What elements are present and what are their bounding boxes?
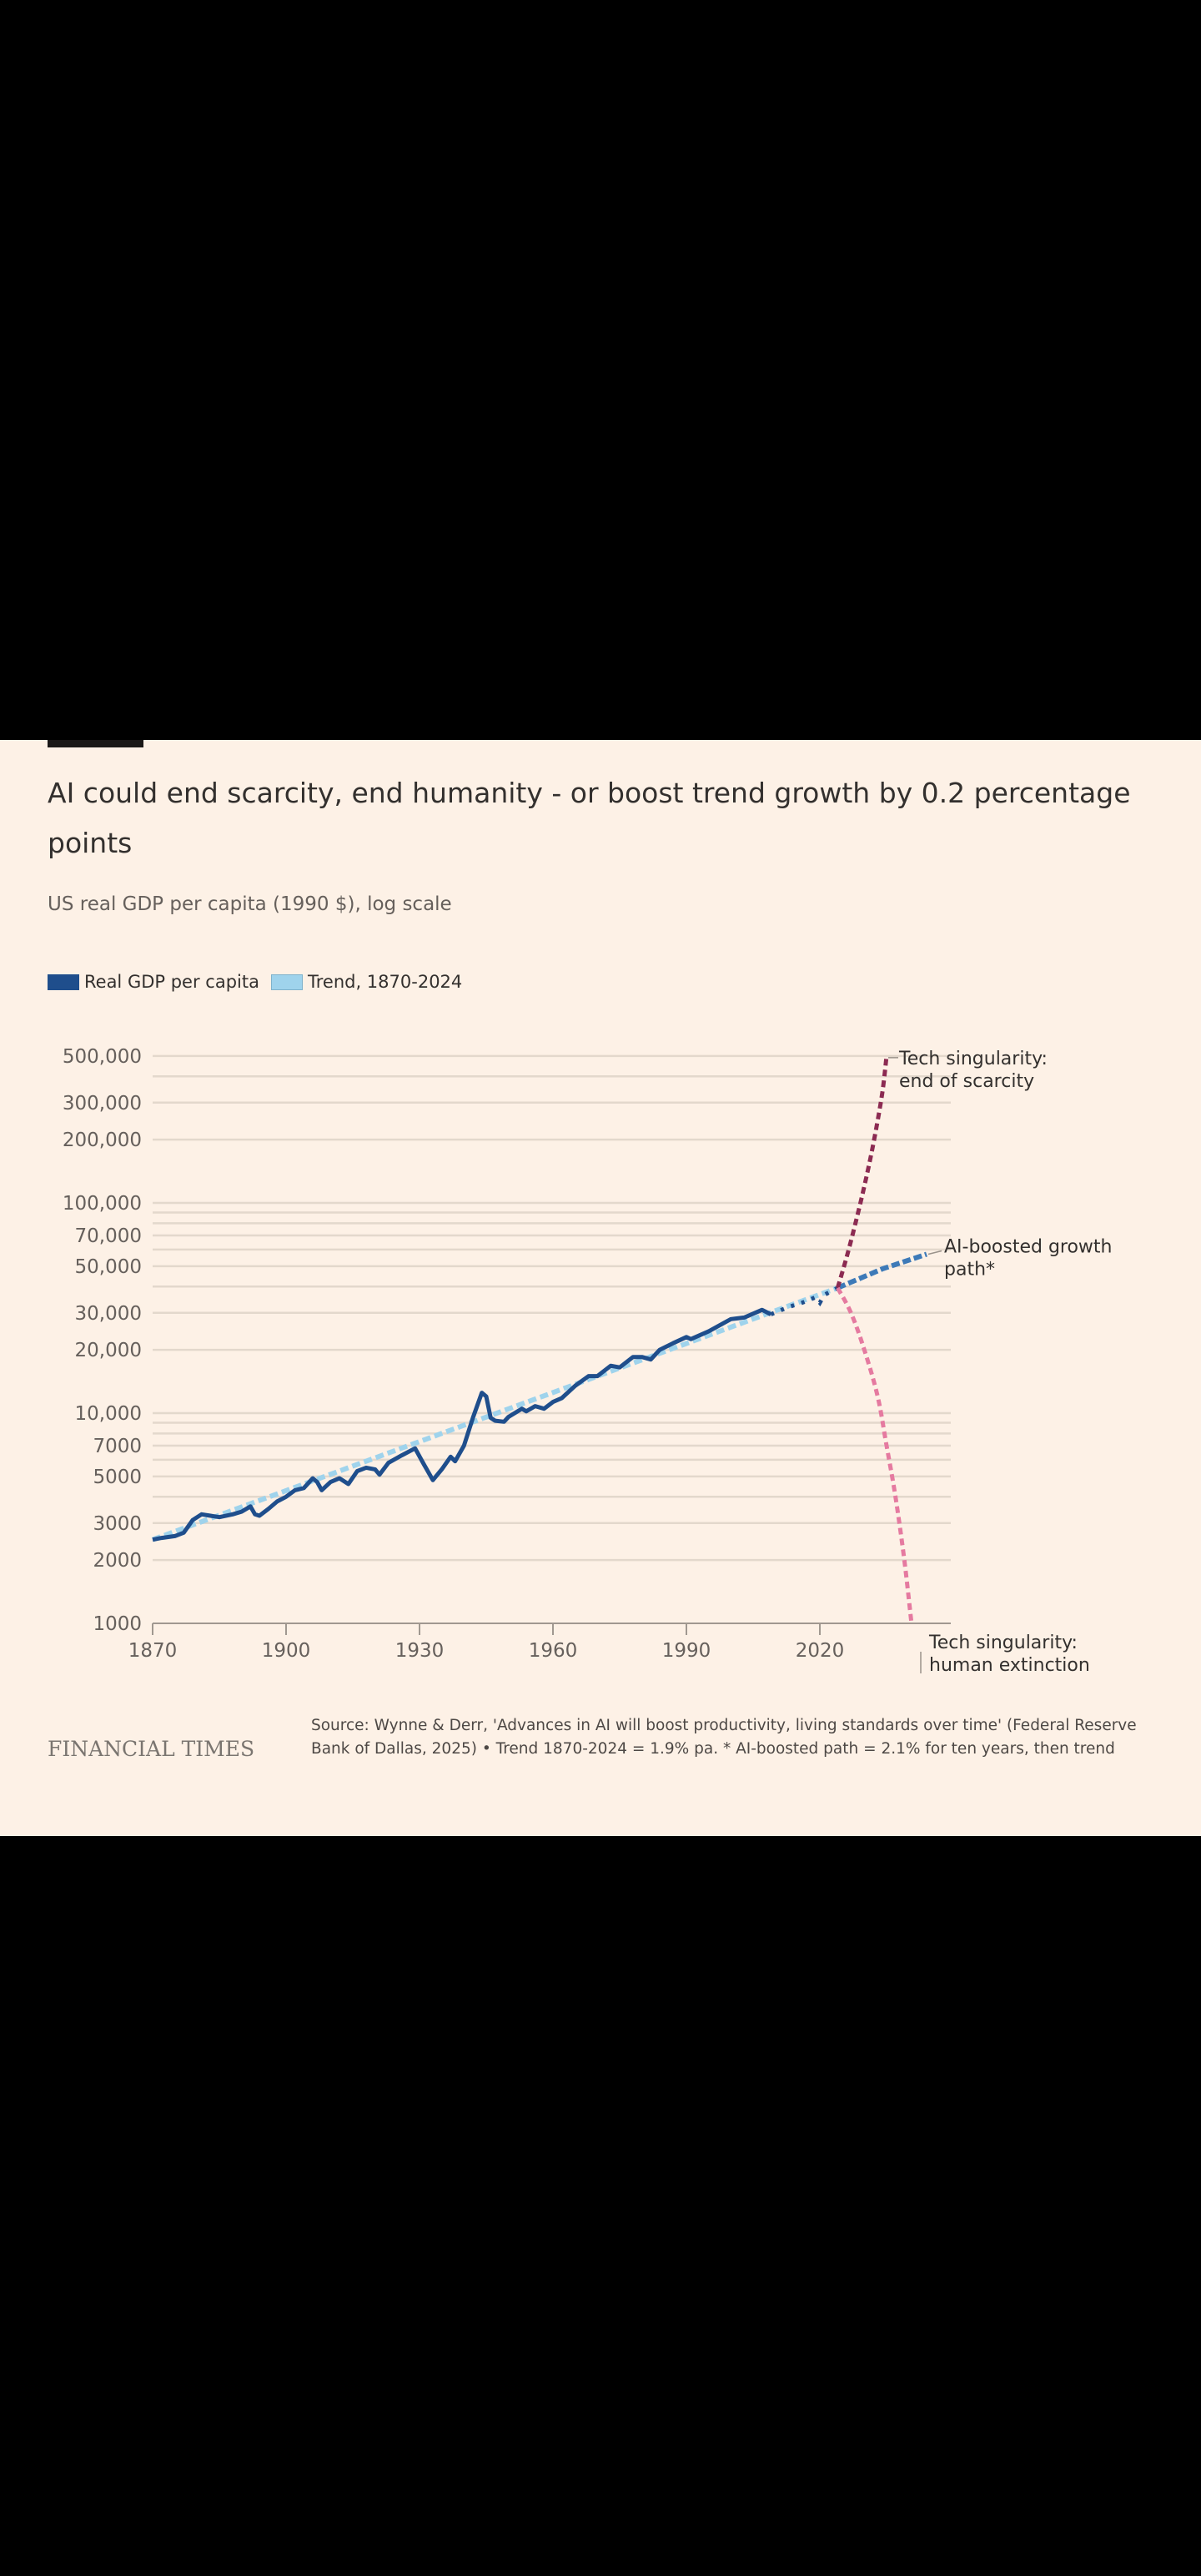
x-tick-label: 1930 xyxy=(395,1640,445,1662)
annotation-human-extinction-line: Tech singularity: xyxy=(928,1633,1078,1653)
y-tick-label: 30,000 xyxy=(75,1303,142,1325)
x-tick-label: 1870 xyxy=(128,1640,178,1662)
y-tick-label: 20,000 xyxy=(75,1340,142,1361)
chart-svg: 500,000 300,000 200,000 100,000 70,000 50,000… xyxy=(63,1046,1113,1676)
series-human-extinction xyxy=(836,1286,914,1624)
top-accent-bar xyxy=(48,740,143,747)
legend-swatch-trend xyxy=(270,974,303,990)
y-tick-label: 7000 xyxy=(93,1436,142,1457)
legend-label-trend: Trend, 1870-2024 xyxy=(307,972,463,992)
annotation-ai-boosted: AI-boosted growth path* xyxy=(944,1237,1113,1280)
legend-swatch-gdp xyxy=(48,974,79,990)
x-axis: 1870 1900 1930 1960 1990 2020 xyxy=(128,1623,951,1662)
y-tick-label: 2000 xyxy=(93,1550,142,1572)
y-tick-label: 70,000 xyxy=(75,1225,142,1247)
series-real-gdp xyxy=(152,1307,772,1542)
y-tick-label: 500,000 xyxy=(63,1046,142,1068)
legend-label-gdp: Real GDP per capita xyxy=(84,972,259,992)
annotation-ai-boosted-line: path* xyxy=(944,1260,995,1280)
y-tick-label: 10,000 xyxy=(75,1403,142,1425)
series-lines xyxy=(151,1055,927,1624)
annotation-human-extinction-line: human extinction xyxy=(929,1655,1090,1676)
annotation-end-of-scarcity-line: end of scarcity xyxy=(899,1071,1034,1092)
series-trend xyxy=(151,1285,839,1542)
chart-subtitle: US real GDP per capita (1990 $), log sca… xyxy=(48,893,452,915)
y-tick-label: 300,000 xyxy=(63,1093,142,1114)
annotation-leader-ai xyxy=(927,1250,942,1255)
y-tick-label: 50,000 xyxy=(75,1256,142,1278)
source-note: Source: Wynne & Derr, 'Advances in AI wi… xyxy=(311,1717,1137,1758)
annotation-end-of-scarcity-line: Tech singularity: xyxy=(898,1049,1048,1069)
x-tick-label: 1900 xyxy=(262,1640,311,1662)
chart-title: AI could end scarcity, end humanity - or… xyxy=(48,777,1131,859)
y-axis-ticks: 500,000 300,000 200,000 100,000 70,000 50,000… xyxy=(63,1046,142,1635)
annotations: Tech singularity: end of scarcityAI-boost… xyxy=(888,1049,1113,1676)
annotation-human-extinction: Tech singularity: human extinction xyxy=(928,1633,1090,1676)
series-ai-boosted xyxy=(837,1251,927,1291)
y-tick-label: 1000 xyxy=(93,1613,142,1635)
annotation-end-of-scarcity: Tech singularity: end of scarcity xyxy=(898,1049,1048,1092)
x-tick-label: 2020 xyxy=(796,1640,845,1662)
legend-item-trend: Trend, 1870-2024 xyxy=(270,972,463,992)
ft-logo: FINANCIAL TIMES xyxy=(48,1737,255,1761)
y-tick-label: 5000 xyxy=(93,1467,142,1488)
y-tick-label: 3000 xyxy=(93,1513,142,1535)
annotation-ai-boosted-line: AI-boosted growth xyxy=(944,1237,1113,1258)
legend: Real GDP per capita Trend, 1870-2024 xyxy=(48,972,467,992)
gridlines xyxy=(153,1054,951,1562)
series-end-of-scarcity xyxy=(835,1055,889,1289)
chart-card: AI could end scarcity, end humanity - or… xyxy=(0,740,1201,1836)
legend-item-gdp: Real GDP per capita xyxy=(48,972,259,992)
x-tick-label: 1960 xyxy=(529,1640,578,1662)
y-tick-label: 200,000 xyxy=(63,1130,142,1151)
y-tick-label: 100,000 xyxy=(63,1193,142,1215)
x-tick-label: 1990 xyxy=(662,1640,711,1662)
